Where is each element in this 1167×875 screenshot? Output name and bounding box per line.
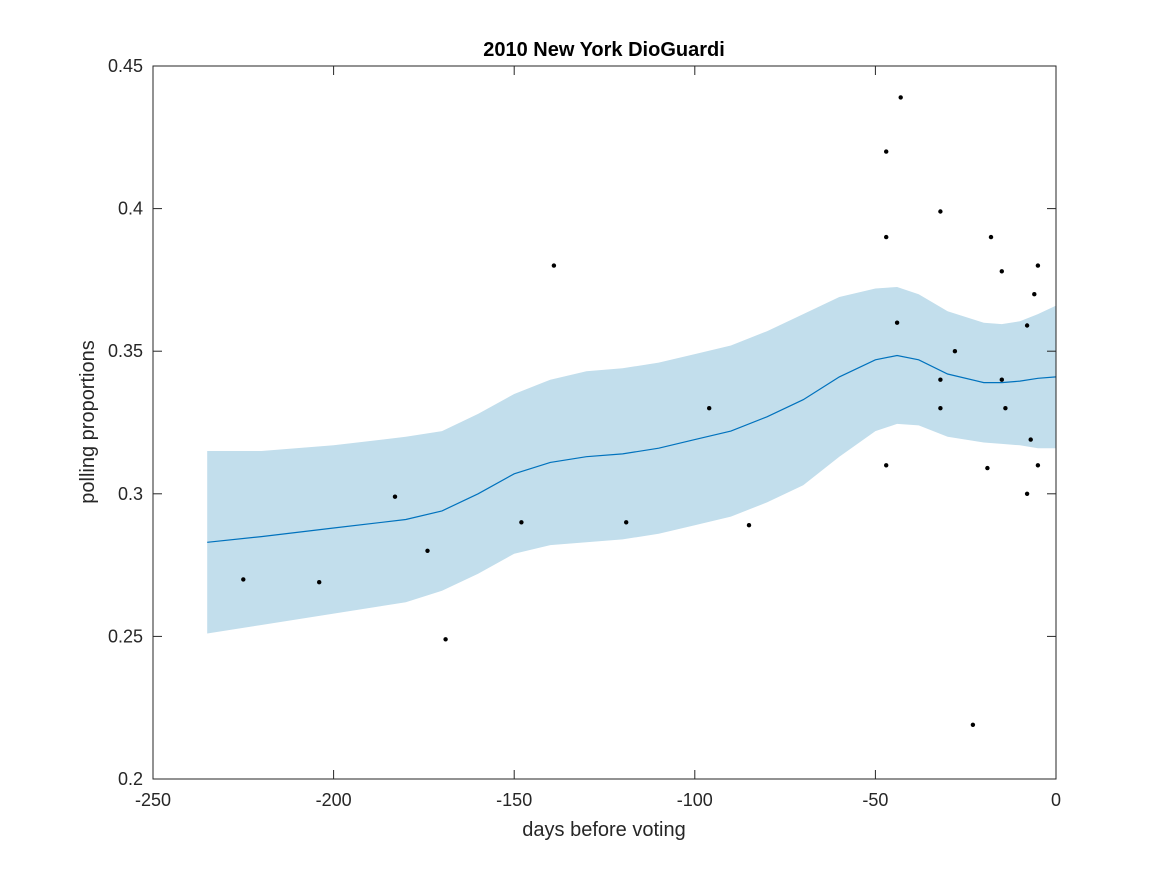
data-point (952, 349, 958, 354)
y-axis-label: polling proportions (77, 340, 99, 503)
x-tick-label: -200 (316, 790, 352, 810)
data-point (884, 149, 889, 154)
data-point (894, 320, 900, 325)
data-point (1024, 491, 1030, 496)
x-tick-label: -250 (135, 790, 171, 810)
data-point (884, 234, 889, 240)
confidence-band (207, 287, 1056, 634)
plot-frame (152, 65, 1057, 780)
trend-line (207, 354, 1057, 543)
data-point (519, 520, 524, 525)
data-point (1035, 263, 1041, 268)
data-point (1035, 463, 1041, 468)
data-point (938, 209, 943, 214)
data-point (241, 577, 246, 582)
y-tick-label: 0.2 (118, 769, 143, 789)
data-point (1032, 292, 1037, 297)
y-tick-label: 0.3 (118, 484, 143, 504)
data-point (999, 269, 1004, 274)
data-point (707, 406, 712, 411)
data-point (970, 722, 976, 727)
data-point (1024, 323, 1030, 328)
trend-line-layer (207, 354, 1057, 543)
data-point (898, 95, 903, 100)
x-tick-label: -50 (862, 790, 888, 810)
data-point (551, 263, 557, 268)
data-point (443, 637, 448, 642)
data-point (884, 463, 889, 468)
data-point (392, 494, 398, 499)
confidence-band-layer (207, 287, 1056, 634)
data-point (1003, 406, 1008, 411)
data-points-layer (241, 95, 1041, 727)
y-tick-label: 0.45 (108, 56, 143, 76)
x-tick-label: -100 (677, 790, 713, 810)
x-axis-label: days before voting (522, 819, 685, 841)
data-point (1028, 437, 1033, 442)
data-point (988, 234, 994, 240)
data-point (425, 548, 430, 553)
y-tick-label: 0.35 (108, 341, 143, 361)
tick-labels: -250 -200 -150 -100 -50 0 0.2 0.25 0.3 0.35 0.4 0.4… (108, 56, 1061, 810)
data-point (624, 520, 629, 525)
data-point (317, 580, 322, 585)
data-point (938, 406, 943, 411)
x-tick-label: -150 (496, 790, 532, 810)
data-point (985, 465, 990, 471)
axes (152, 65, 1057, 780)
x-tick-label: 0 (1051, 790, 1061, 810)
data-point (999, 377, 1004, 382)
chart-title: 2010 New York DioGuardi (483, 39, 725, 61)
data-point (938, 377, 943, 382)
data-point (746, 523, 752, 528)
y-tick-label: 0.25 (108, 626, 143, 646)
y-tick-label: 0.4 (118, 199, 143, 219)
